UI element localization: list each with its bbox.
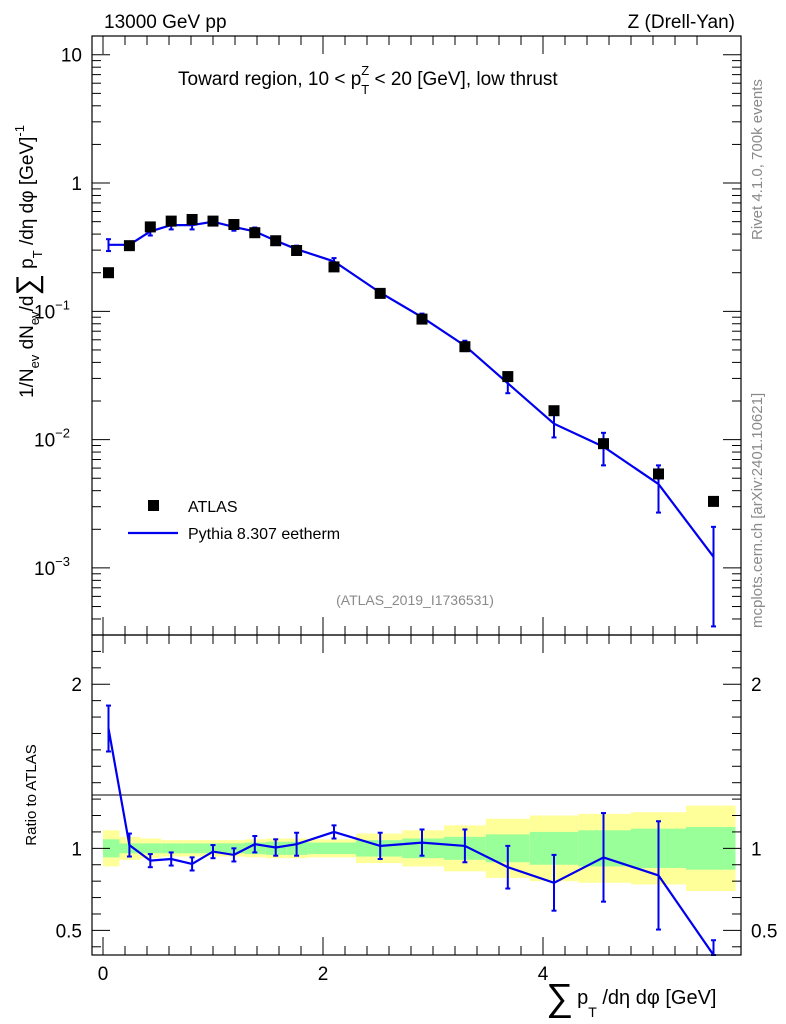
legend-atlas-label: ATLAS [188,499,238,516]
atlas-data-point [502,371,514,383]
ratio-y-tick-label-right: 2 [751,675,762,696]
header-right: Z (Drell-Yan) [628,12,735,33]
ratio-y-tick-label-right: 1 [751,839,762,860]
atlas-data-point [328,261,340,273]
ratio-green-band [307,842,356,855]
side-label-top: Rivet 4.1.0, 700k events [749,79,766,240]
atlas-data-point [653,468,664,480]
ratio-y-tick-label-left: 2 [71,675,82,696]
x-tick-label: 2 [318,964,329,985]
ratio-green-band [182,843,204,854]
atlas-data-point [249,227,261,239]
atlas-data-point [103,267,114,279]
main-data-layer [103,213,719,628]
main-y-tick-exponent: −1 [55,297,70,312]
atlas-data-point [123,240,135,252]
atlas-data-point [228,219,240,231]
main-frame [91,35,742,636]
main-y-tick-label: 10 [61,46,82,67]
x-tick-label: 0 [98,964,109,985]
ratio-green-band [103,839,120,858]
ratio-y-axis-label: Ratio to ATLAS [23,744,40,845]
ratio-y-tick-label-right: 0.5 [751,921,777,942]
atlas-data-point [291,244,303,256]
x-axis-label: ∑ pT /dη dφ [GeV] [546,977,716,1020]
x-tick-label: 4 [538,964,549,985]
ratio-ticks: 0.5 0.5 1 1 2 2 0 2 4 [56,635,777,985]
legend-atlas-marker [148,500,159,511]
analysis-id: (ATLAS_2019_I1736531) [336,592,494,608]
ratio-green-band [578,830,631,867]
atlas-data-point [708,495,719,507]
ratio-data-layer [106,704,716,956]
main-y-tick-label: 1 [71,174,82,195]
atlas-data-point [416,313,428,325]
ratio-uncertainty-bands [103,805,736,891]
main-y-axis-label: 1/Nev dNev/d∑ pT /dη dφ [GeV]-1 [11,125,45,398]
main-y-label-text: 1/Nev dNev/d∑ pT /dη dφ [GeV]-1 [11,125,45,398]
atlas-data-point [459,341,471,353]
plot-title-text: Toward region, 10 < pTZ < 20 [GeV], low … [178,63,558,97]
atlas-data-point [598,438,609,450]
atlas-data-point [207,215,219,227]
atlas-data-point [144,221,156,233]
main-y-tick-label: 10−2 [34,426,70,452]
ratio-plot-panel: 0.5 0.5 1 1 2 2 0 2 4 [56,634,777,985]
main-y-tick-exponent: −3 [55,554,70,569]
atlas-data-point [548,405,560,417]
side-label-bottom: mcplots.cern.ch [arXiv:2401.10621] [749,393,766,628]
atlas-data-point [165,215,177,227]
atlas-data-point [374,287,386,299]
plot-title: Toward region, 10 < pTZ < 20 [GeV], low … [178,63,558,97]
header-left: 13000 GeV pp [104,12,227,33]
ratio-y-tick-label-left: 0.5 [56,921,82,942]
ratio-green-band [161,843,183,854]
x-axis-label-text: ∑ pT /dη dφ [GeV] [546,977,716,1020]
legend: ATLAS Pythia 8.307 eetherm [128,499,340,543]
atlas-data-point [186,213,198,225]
main-y-tick-label: 10−3 [34,554,70,580]
ratio-frame [91,634,742,956]
legend-pythia-label: Pythia 8.307 eetherm [188,526,340,543]
ratio-y-tick-label-left: 1 [71,839,82,860]
ratio-green-band [356,840,403,857]
main-y-tick-exponent: −2 [55,426,70,441]
ratio-green-band [140,843,162,854]
atlas-data-point [270,235,282,247]
